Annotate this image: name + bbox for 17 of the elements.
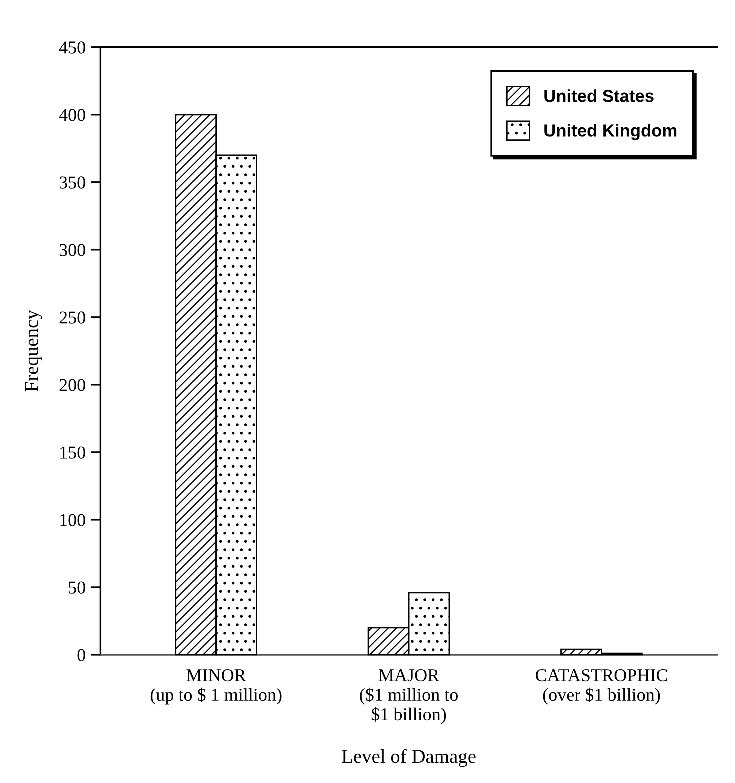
y-tick-label: 300 <box>60 244 86 256</box>
y-tick-label: 200 <box>60 379 86 392</box>
y-tick-label: 0 <box>78 649 86 662</box>
y-tick-label: 400 <box>59 109 86 122</box>
y-axis-title: Frequency <box>25 310 42 392</box>
x-tick-label: MINOR (up to $ 1 million) <box>150 669 282 705</box>
y-tick-label: 450 <box>59 42 86 54</box>
y-tick-label: 250 <box>60 312 86 324</box>
legend-label: United States <box>544 90 654 102</box>
y-tick-label: 150 <box>60 446 86 459</box>
x-tick-label: MAJOR ($1 million to $1 billion) <box>360 669 458 724</box>
legend-label: United Kingdom <box>544 124 677 140</box>
y-tick-label: 100 <box>60 514 86 526</box>
y-tick-label: 50 <box>69 582 86 594</box>
x-tick-label: CATASTROPHIC (over $1 billion) <box>536 669 668 705</box>
y-tick-label: 350 <box>60 176 86 189</box>
x-axis-title: Level of Damage <box>342 749 476 768</box>
